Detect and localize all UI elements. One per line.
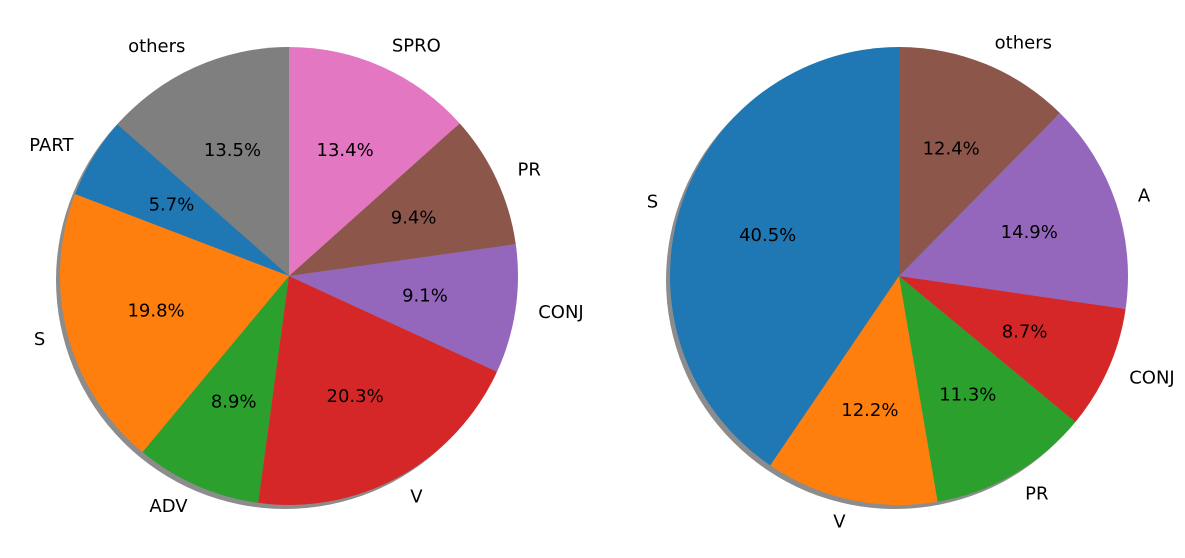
pie-slice-v — [258, 276, 498, 505]
pie-slice-pr — [289, 123, 516, 276]
slice-percent-label: 8.9% — [211, 391, 257, 412]
pie-chart-left: 13.5% others 5.7% PART 19.8% S 8.9% ADV 20.3% V 9.… — [29, 36, 583, 518]
pie-slice-v — [770, 276, 938, 505]
pie-slice-conj — [899, 276, 1126, 422]
pie-slice-spro — [289, 47, 460, 276]
slice-category-label: others — [128, 36, 185, 57]
slice-category-label: V — [833, 512, 846, 533]
pie-slice-s — [669, 47, 899, 466]
slice-percent-label: 19.8% — [127, 300, 184, 321]
slice-category-label: CONJ — [538, 302, 584, 323]
slice-category-label: S — [34, 329, 45, 350]
slice-category-label: S — [647, 191, 658, 212]
pie-slice-pr — [899, 276, 1076, 502]
slice-percent-label: 20.3% — [327, 386, 384, 407]
pie-slice-others — [117, 47, 289, 276]
slice-category-label: V — [410, 486, 423, 507]
slice-percent-label: 13.5% — [204, 140, 261, 161]
slice-percent-label: 9.4% — [391, 208, 437, 229]
pie-slice-a — [899, 113, 1128, 309]
pie-chart-right: 40.5% S 12.2% V 11.3% PR 8.7% CONJ 14.9% A 12.4% ot… — [647, 32, 1175, 532]
pie-slice-s — [59, 194, 289, 453]
slice-percent-label: 11.3% — [939, 384, 996, 405]
slice-category-label: CONJ — [1129, 368, 1175, 389]
slice-percent-label: 14.9% — [1001, 222, 1058, 243]
slice-percent-label: 40.5% — [739, 225, 796, 246]
pie-slice-conj — [289, 244, 518, 372]
slice-percent-label: 5.7% — [149, 194, 195, 215]
slice-percent-label: 12.4% — [923, 138, 980, 159]
pie-slice-others — [899, 47, 1060, 276]
slice-category-label: PR — [517, 159, 540, 180]
slice-percent-label: 9.1% — [402, 285, 448, 306]
slice-category-label: PART — [29, 135, 74, 156]
slice-category-label: others — [995, 32, 1052, 53]
pie-slice-adv — [142, 276, 289, 503]
slice-percent-label: 13.4% — [317, 140, 374, 161]
slice-category-label: PR — [1025, 484, 1048, 505]
slice-category-label: ADV — [149, 496, 188, 517]
slice-percent-label: 12.2% — [841, 400, 898, 421]
pie-slice-part — [75, 124, 289, 276]
slice-category-label: SPRO — [392, 36, 441, 57]
slice-category-label: A — [1138, 185, 1151, 206]
slice-percent-label: 8.7% — [1002, 321, 1048, 342]
